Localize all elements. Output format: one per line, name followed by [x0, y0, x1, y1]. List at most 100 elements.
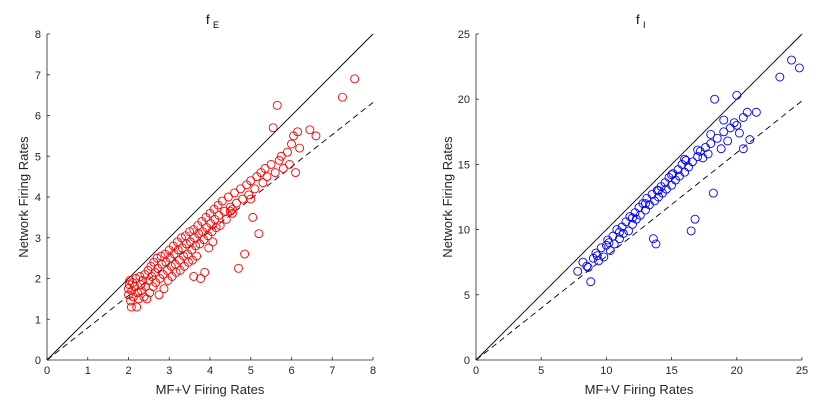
- data-point: [152, 253, 162, 263]
- data-point: [159, 284, 169, 294]
- data-point: [179, 251, 188, 261]
- data-point: [706, 139, 716, 148]
- data-point: [246, 176, 256, 186]
- data-point: [716, 144, 726, 154]
- data-point: [583, 262, 593, 272]
- data-point: [276, 151, 286, 161]
- data-point: [219, 206, 229, 216]
- data-point: [690, 214, 700, 224]
- chart-panel-fe: f E MF+V Firing Rates Network Firing Rat…: [16, 12, 376, 397]
- data-point: [208, 237, 218, 247]
- data-point: [270, 168, 280, 178]
- x-tick-label: 15: [665, 365, 677, 377]
- data-point: [311, 131, 321, 141]
- y-tick-label: 1: [35, 314, 41, 326]
- data-point: [708, 188, 718, 198]
- data-point: [181, 239, 191, 249]
- x-tick-label: 0: [44, 365, 50, 377]
- data-point: [133, 288, 142, 298]
- data-point: [191, 241, 201, 251]
- data-point: [254, 229, 264, 239]
- data-point: [582, 261, 592, 271]
- data-point: [200, 267, 210, 277]
- y-axis-label: Network Firing Rates: [16, 136, 31, 258]
- data-point: [667, 170, 677, 180]
- data-point: [126, 302, 136, 312]
- x-tick-label: 4: [207, 365, 213, 377]
- data-point: [272, 100, 282, 110]
- data-point: [183, 257, 193, 267]
- data-point: [258, 178, 268, 188]
- data-point: [738, 144, 748, 154]
- y-tick-label: 5: [35, 151, 41, 163]
- data-point: [177, 233, 186, 243]
- data-point: [794, 63, 804, 73]
- data-point: [591, 248, 601, 258]
- y-tick-label: 10: [458, 225, 470, 237]
- data-point: [196, 274, 206, 283]
- data-point: [618, 229, 628, 238]
- chart-panel-fi: f I MF+V Firing Rates Network Firing Rat…: [440, 12, 808, 397]
- data-point: [185, 227, 195, 237]
- data-point: [686, 226, 696, 236]
- data-point: [240, 249, 250, 259]
- x-tick-label: 20: [731, 365, 743, 377]
- data-point: [173, 245, 183, 255]
- data-point: [192, 251, 202, 261]
- data-point: [142, 294, 152, 304]
- data-point: [136, 280, 146, 290]
- x-axis-label: MF+V Firing Rates: [156, 382, 265, 397]
- x-tick-label: 8: [370, 365, 376, 377]
- y-tick-label: 0: [464, 355, 470, 367]
- data-point: [217, 196, 227, 206]
- data-point: [229, 188, 239, 198]
- y-axis-label: Network Firing Rates: [440, 136, 455, 258]
- data-point: [775, 72, 785, 82]
- data-point: [599, 252, 609, 262]
- y-tick-label: 8: [35, 29, 41, 41]
- y-tick-label: 20: [458, 94, 470, 106]
- data-point: [693, 145, 703, 155]
- chart-title-subscript: E: [213, 20, 219, 30]
- y-tick-label: 6: [35, 111, 41, 123]
- data-point: [651, 239, 661, 249]
- x-tick-label: 7: [329, 365, 335, 377]
- data-point: [287, 139, 296, 149]
- data-point: [614, 227, 624, 237]
- data-point: [236, 184, 246, 194]
- data-point: [125, 276, 135, 285]
- data-point: [734, 128, 744, 138]
- data-point: [635, 210, 645, 220]
- data-point: [681, 156, 691, 165]
- data-point: [246, 194, 256, 204]
- data-point: [648, 234, 658, 244]
- x-tick-label: 10: [600, 365, 612, 377]
- data-point: [285, 159, 294, 169]
- data-point: [166, 261, 176, 271]
- data-point: [157, 259, 167, 269]
- data-point: [742, 107, 752, 117]
- data-point: [223, 192, 233, 202]
- data-point: [250, 184, 260, 194]
- data-point: [211, 223, 221, 233]
- data-point: [260, 164, 270, 173]
- x-tick-label: 1: [85, 365, 91, 377]
- identity-reference-line: [475, 33, 803, 361]
- data-point: [234, 263, 243, 273]
- data-point: [293, 127, 303, 137]
- data-point: [703, 149, 713, 159]
- data-point: [204, 243, 214, 253]
- data-point: [282, 147, 292, 157]
- data-point: [131, 274, 141, 283]
- data-point: [745, 135, 755, 145]
- data-point: [688, 157, 697, 167]
- x-tick-label: 0: [473, 365, 479, 377]
- data-point: [221, 214, 231, 224]
- data-point: [227, 208, 237, 218]
- y-tick-label: 7: [35, 70, 41, 82]
- data-point: [171, 267, 181, 277]
- data-point: [729, 118, 739, 128]
- x-tick-label: 3: [166, 365, 172, 377]
- data-point: [612, 225, 622, 235]
